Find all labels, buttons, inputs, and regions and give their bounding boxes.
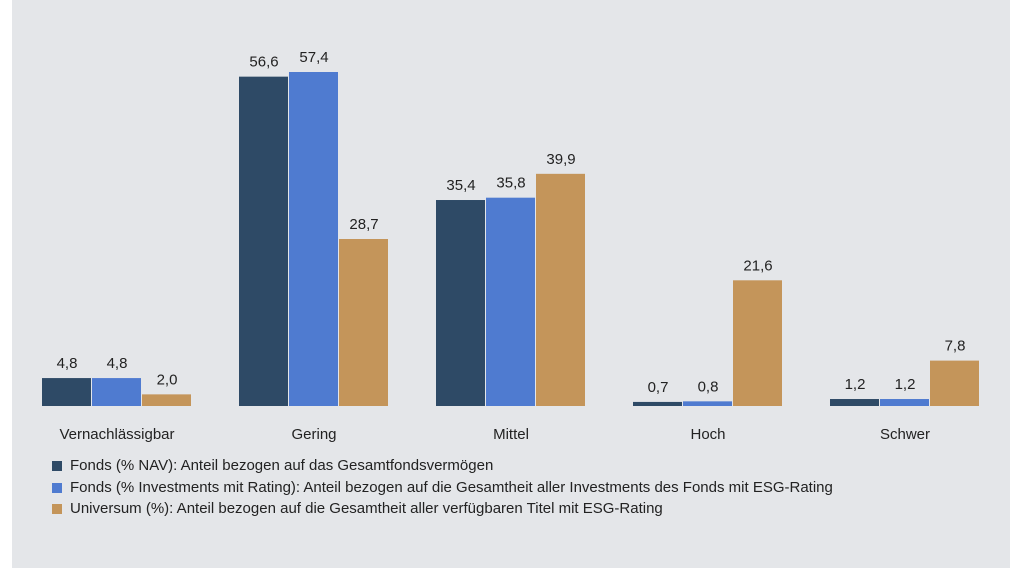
value-label: 57,4 bbox=[299, 49, 328, 66]
value-label: 0,7 bbox=[648, 379, 669, 396]
bar bbox=[289, 72, 338, 406]
value-label: 4,8 bbox=[57, 355, 78, 372]
bar bbox=[339, 239, 388, 406]
x-tick-label: Gering bbox=[291, 426, 336, 443]
value-label: 0,8 bbox=[698, 378, 719, 395]
chart: Vernachlässigbar 4,8 4,8 2,0 Gering 56,6 57,4 2… bbox=[42, 49, 979, 443]
legend-label: Fonds (% Investments mit Rating): Anteil… bbox=[70, 478, 833, 496]
value-label: 35,4 bbox=[446, 177, 475, 194]
bar bbox=[880, 399, 929, 406]
legend-label: Fonds (% NAV): Anteil bezogen auf das Ge… bbox=[70, 457, 494, 474]
value-label: 7,8 bbox=[945, 338, 966, 355]
legend: Fonds (% NAV): Anteil bezogen auf das Ge… bbox=[52, 455, 972, 520]
bar bbox=[142, 394, 191, 406]
legend-label: Universum (%): Anteil bezogen auf die Ge… bbox=[70, 500, 663, 517]
legend-swatch bbox=[52, 482, 62, 493]
value-label: 1,2 bbox=[845, 376, 866, 393]
legend-swatch bbox=[52, 461, 62, 471]
bar bbox=[92, 378, 141, 406]
bar bbox=[239, 76, 288, 406]
legend-swatch bbox=[52, 504, 62, 514]
value-label: 39,9 bbox=[546, 151, 575, 168]
bar bbox=[830, 399, 879, 406]
legend-item: Fonds (% NAV): Anteil bezogen auf das Ge… bbox=[52, 455, 972, 477]
value-label: 4,8 bbox=[107, 355, 128, 372]
value-label: 35,8 bbox=[496, 175, 525, 192]
bar bbox=[930, 360, 979, 406]
bar bbox=[536, 173, 585, 406]
value-label: 56,6 bbox=[249, 54, 278, 71]
value-label: 2,0 bbox=[157, 371, 178, 388]
x-tick-label: Vernachlässigbar bbox=[59, 426, 174, 443]
value-label: 28,7 bbox=[349, 216, 378, 233]
bar bbox=[683, 401, 732, 406]
legend-item: Universum (%): Anteil bezogen auf die Ge… bbox=[52, 498, 972, 520]
x-tick-label: Schwer bbox=[880, 426, 930, 443]
bar bbox=[486, 197, 535, 406]
legend-item: Fonds (% Investments mit Rating): Anteil… bbox=[52, 477, 972, 499]
bar bbox=[633, 401, 682, 406]
bar bbox=[733, 280, 782, 406]
value-label: 1,2 bbox=[895, 376, 916, 393]
x-tick-label: Hoch bbox=[690, 426, 725, 443]
value-label: 21,6 bbox=[743, 257, 772, 274]
x-tick-label: Mittel bbox=[493, 426, 529, 443]
bar bbox=[436, 200, 485, 406]
bar bbox=[42, 378, 91, 406]
